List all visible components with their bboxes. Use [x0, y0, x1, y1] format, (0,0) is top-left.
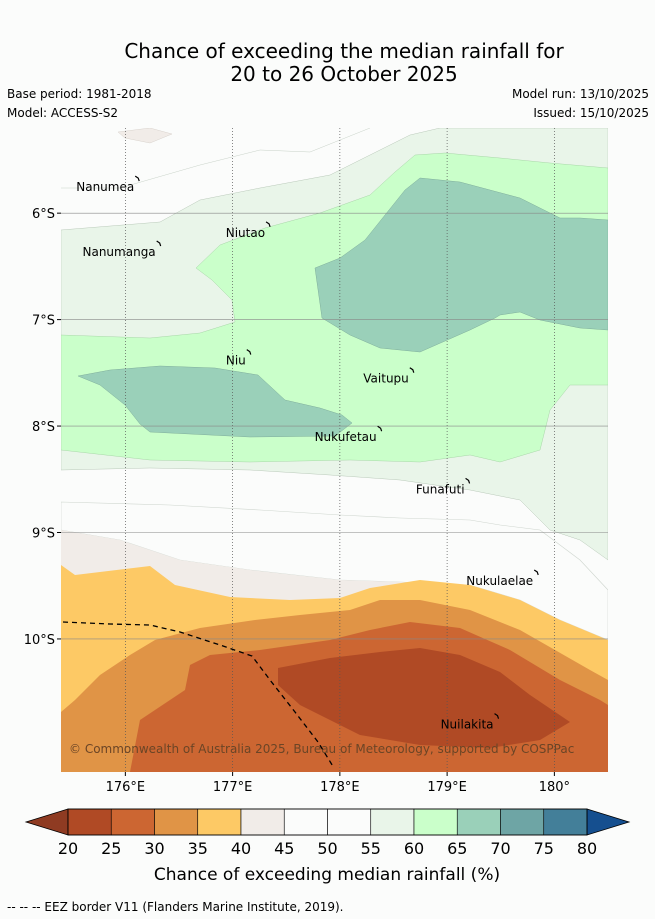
island-shape	[465, 477, 471, 484]
island-label-vaitupu: Vaitupu	[363, 372, 409, 386]
contour-65-70-ne	[314, 177, 608, 353]
model-run: Model run: 13/10/2025	[511, 87, 649, 101]
colorbar-tick-label: 80	[577, 839, 597, 858]
island-shape	[246, 349, 252, 355]
island-shape	[265, 221, 271, 228]
base-period: Base period: 1981-2018	[7, 87, 152, 101]
map-grid	[61, 128, 608, 772]
title-line-1: Chance of exceeding the median rainfall …	[124, 39, 564, 63]
colorbar-frame	[67, 808, 588, 836]
colorbar-segment	[110, 808, 155, 836]
issued-date: Issued: 15/10/2025	[533, 106, 649, 120]
colorbar-segment	[456, 808, 501, 836]
colorbar-over-arrow	[586, 808, 631, 836]
island-labels: Nanumea Nanumanga Niutao Niu Vaitupu Nukufeta…	[76, 175, 539, 732]
lat-tick-label: 10°S	[24, 633, 55, 648]
map-axes: 176°E 177°E 178°E 179°E 180° 6°S 7°S 8°S 9°S 10°S	[24, 207, 570, 795]
island-shape	[377, 425, 383, 432]
colorbar-tick-label: 75	[534, 839, 554, 858]
lat-tick-label: 9°S	[32, 526, 55, 541]
colorbar-segment	[283, 808, 328, 836]
colorbar-segment	[240, 808, 285, 836]
colorbar-tick-label: 40	[231, 839, 251, 858]
lat-tick-label: 6°S	[32, 207, 55, 222]
island-label-funafuti: Funafuti	[416, 482, 465, 496]
colorbar-tick-label: 60	[404, 839, 424, 858]
island-label-nukufetau: Nukufetau	[315, 430, 377, 444]
lon-tick-label: 179°E	[427, 780, 467, 795]
island-label-nukulaelae: Nukulaelae	[466, 574, 533, 588]
eez-border	[62, 621, 335, 769]
title-line-2: 20 to 26 October 2025	[230, 62, 458, 86]
eez-border-note: -- -- -- EEZ border V11 (Flanders Marine…	[7, 900, 344, 914]
contour-65-70-w	[77, 365, 353, 438]
island-shape	[134, 175, 140, 182]
colorbar-segment	[370, 808, 415, 836]
colorbar-segment	[413, 808, 458, 836]
colorbar-tick-label: 55	[361, 839, 381, 858]
lon-tick-label: 177°E	[213, 780, 253, 795]
colorbar-segment	[327, 808, 372, 836]
colorbar-tick-label: 65	[447, 839, 467, 858]
colorbar-under-arrow	[24, 808, 69, 836]
colorbar-segment	[67, 808, 112, 836]
island-shape	[533, 569, 539, 576]
island-shape	[409, 367, 415, 373]
colorbar-segment	[543, 808, 588, 836]
model-name: Model: ACCESS-S2	[7, 106, 119, 120]
lon-tick-label: 176°E	[106, 780, 146, 795]
island-label-nanumea: Nanumea	[76, 180, 134, 194]
island-shape	[494, 713, 500, 719]
copyright-notice: © Commonwealth of Australia 2025, Bureau…	[69, 742, 574, 756]
island-label-niu: Niu	[226, 354, 246, 368]
colorbar-label: Chance of exceeding median rainfall (%)	[154, 865, 500, 885]
colorbar-segment	[197, 808, 242, 836]
colorbar-tick-label: 45	[274, 839, 294, 858]
island-label-nanumanga: Nanumanga	[83, 245, 156, 259]
island-label-niutao: Niutao	[226, 226, 265, 240]
colorbar-tick-label: 50	[317, 839, 337, 858]
colorbar-segment	[500, 808, 545, 836]
contour-45-55	[61, 501, 608, 641]
lon-tick-label: 178°E	[320, 780, 360, 795]
colorbar: 20 25 30 35 40 45 50 55 60 65 70 75 80	[24, 808, 631, 858]
chart-title: Chance of exceeding the median rainfall …	[0, 40, 655, 86]
lat-tick-label: 7°S	[32, 314, 55, 329]
island-shape	[156, 240, 162, 247]
rainfall-probability-map	[61, 128, 608, 772]
colorbar-tick-label: 30	[144, 839, 164, 858]
island-label-nuilakita: Nuilakita	[441, 718, 494, 732]
contour-20-25	[278, 648, 570, 748]
lon-tick-label: 180°	[539, 780, 570, 795]
colorbar-tick-label: 25	[101, 839, 121, 858]
colorbar-segment	[154, 808, 199, 836]
colorbar-tick-label: 70	[490, 839, 510, 858]
contour-40-45-top	[117, 128, 173, 144]
lat-tick-label: 8°S	[32, 420, 55, 435]
colorbar-tick-label: 20	[58, 839, 78, 858]
colorbar-tick-label: 35	[188, 839, 208, 858]
